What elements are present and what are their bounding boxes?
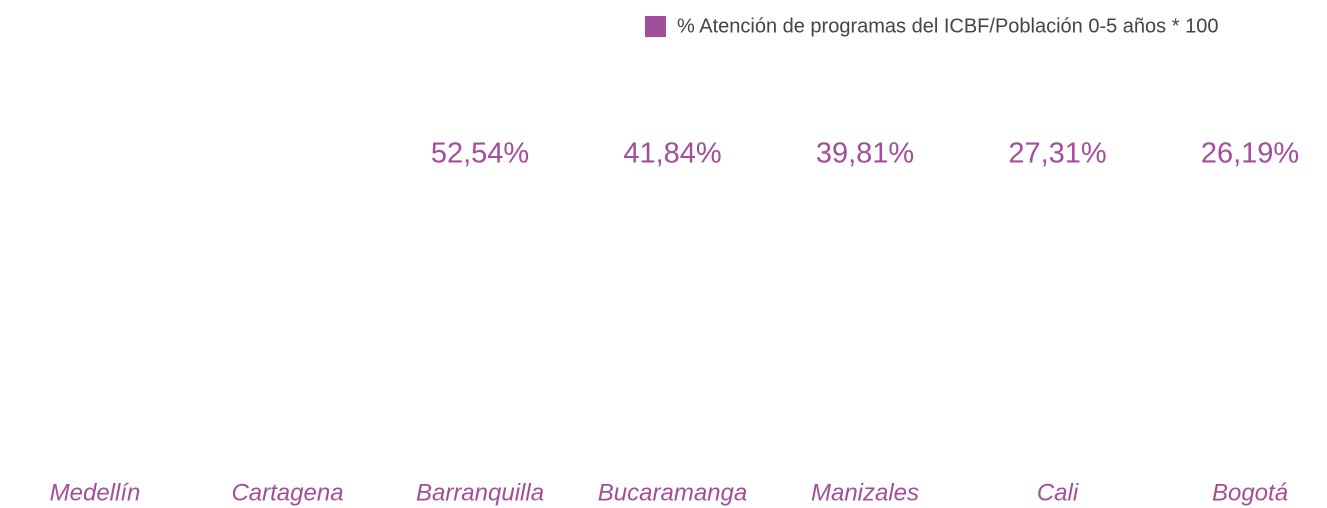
- figure-background: [6, 64, 184, 451]
- figure: 41,84% Bucaramanga: [583, 64, 762, 506]
- figure-body: [6, 64, 184, 451]
- figure-background: [1161, 64, 1327, 451]
- figure-background: [198, 64, 377, 451]
- figure-body: [583, 64, 762, 451]
- fill-level: [391, 140, 569, 451]
- figures: 65,72% Medellín 56,38% Cartagena 52,54% Barra…: [6, 64, 1327, 506]
- figure: 26,19% Bogotá: [1161, 64, 1327, 506]
- figure-body: [198, 64, 377, 451]
- figure: 27,31% Cali: [968, 64, 1147, 506]
- value-label: 56,38%: [238, 138, 336, 170]
- value-label: 65,72%: [46, 138, 144, 170]
- value-label: 41,84%: [623, 138, 721, 170]
- category-label: Cartagena: [231, 479, 343, 506]
- fill-level: [1161, 296, 1327, 451]
- figure-body: [968, 64, 1147, 451]
- figure-body: [391, 64, 569, 451]
- value-label: 39,81%: [816, 138, 914, 170]
- value-label: 27,31%: [1008, 138, 1106, 170]
- value-label: 26,19%: [1201, 138, 1299, 170]
- figure-background: [583, 64, 762, 451]
- fill-level: [968, 289, 1147, 451]
- fill-level: [6, 64, 184, 451]
- value-label: 52,54%: [431, 138, 529, 170]
- figure: 39,81% Manizales: [776, 64, 954, 506]
- figure: 52,54% Barranquilla: [391, 64, 569, 506]
- category-label: Medellín: [50, 479, 141, 506]
- figure-background: [776, 64, 954, 451]
- category-label: Cali: [1037, 479, 1079, 506]
- fill-level: [583, 203, 762, 451]
- category-label: Bogotá: [1212, 479, 1288, 506]
- legend-label: % Atención de programas del ICBF/Poblaci…: [677, 15, 1218, 37]
- figure-body: [776, 64, 954, 451]
- legend: % Atención de programas del ICBF/Poblaci…: [645, 15, 1218, 37]
- figure: 56,38% Cartagena: [198, 64, 377, 506]
- category-label: Manizales: [811, 479, 919, 506]
- figure-background: [968, 64, 1147, 451]
- figure-body: [1161, 64, 1327, 451]
- figure-background: [391, 64, 569, 451]
- figure: 65,72% Medellín: [6, 64, 184, 506]
- category-label: Bucaramanga: [598, 479, 747, 506]
- fill-level: [776, 215, 954, 451]
- legend-swatch: [645, 16, 666, 37]
- category-label: Barranquilla: [416, 479, 544, 506]
